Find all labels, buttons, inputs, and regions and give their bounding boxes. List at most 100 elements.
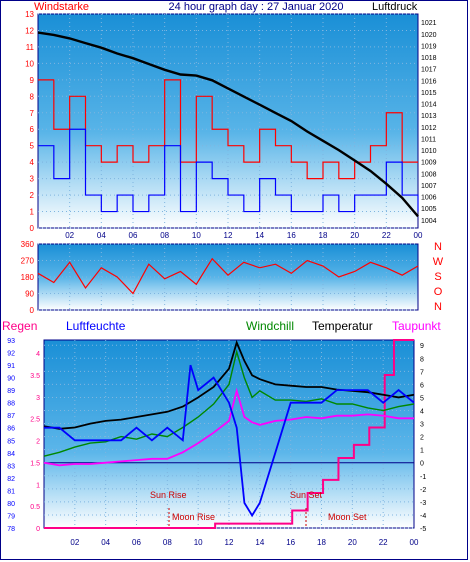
time-tick-label: 06: [132, 538, 141, 547]
wind-tick-label: 6: [30, 125, 35, 134]
wind-tick-label: 8: [30, 92, 35, 101]
humidity-tick-label: 92: [7, 351, 15, 358]
humidity-tick-label: 86: [7, 426, 15, 433]
temperature-tick-label: 1: [420, 448, 424, 455]
pressure-tick-label: 1006: [421, 195, 437, 202]
pressure-tick-label: 1016: [421, 78, 437, 85]
wind-axis-title: Windstarke: [34, 1, 89, 13]
humidity-tick-label: 78: [7, 526, 15, 533]
time-tick-label: 22: [382, 231, 391, 240]
pressure-tick-label: 1009: [421, 160, 437, 167]
wind-tick-label: 5: [30, 142, 35, 151]
rain-tick-label: 0: [36, 526, 40, 533]
pressure-tick-label: 1010: [421, 148, 437, 155]
temperature-tick-label: -5: [420, 526, 426, 533]
time-tick-label: 10: [194, 538, 203, 547]
pressure-tick-label: 1018: [421, 55, 437, 62]
humidity-tick-label: 87: [7, 413, 15, 420]
sun-rise-label: Sun Rise: [150, 490, 187, 500]
time-tick-label: 20: [350, 231, 359, 240]
legend-temperature: Temperatur: [312, 319, 373, 333]
pressure-tick-label: 1004: [421, 218, 437, 225]
wind-tick-label: 9: [30, 76, 35, 85]
pressure-tick-label: 1014: [421, 102, 437, 109]
compass-label: S: [434, 271, 441, 283]
time-tick-label: 18: [319, 231, 328, 240]
time-tick-label: 00: [414, 231, 423, 240]
rain-tick-label: 4: [36, 351, 40, 358]
humidity-tick-label: 84: [7, 451, 15, 458]
time-tick-label: 04: [97, 231, 106, 240]
time-tick-label: 22: [379, 538, 388, 547]
temperature-tick-label: -3: [420, 500, 426, 507]
pressure-tick-label: 1015: [421, 90, 437, 97]
time-tick-label: 16: [286, 538, 295, 547]
wind-tick-label: 1: [30, 208, 35, 217]
humidity-tick-label: 85: [7, 438, 15, 445]
compass-label: N: [434, 241, 442, 253]
legend-dewpoint: Taupunkt: [392, 319, 441, 333]
temperature-tick-label: -1: [420, 474, 426, 481]
humidity-tick-label: 79: [7, 513, 15, 520]
legend-rain: Regen: [2, 319, 37, 333]
pressure-tick-label: 1008: [421, 171, 437, 178]
time-tick-label: 18: [317, 538, 326, 547]
wind-tick-label: 12: [25, 26, 34, 35]
wind-tick-label: 13: [25, 10, 34, 19]
time-tick-label: 14: [255, 231, 264, 240]
wind-gust-series: [38, 128, 419, 213]
legend-humidity: Luftfeuchte: [66, 319, 126, 333]
pressure-tick-label: 1012: [421, 125, 437, 132]
time-tick-label: 20: [348, 538, 357, 547]
direction-tick-label: 90: [25, 290, 34, 299]
sun-set-label: Sun Set: [290, 490, 323, 500]
time-tick-label: 10: [192, 231, 201, 240]
rain-tick-label: 1.5: [30, 460, 40, 467]
direction-tick-label: 270: [21, 257, 35, 266]
humidity-tick-label: 93: [7, 338, 15, 345]
compass-label: O: [434, 286, 443, 298]
time-tick-label: 16: [287, 231, 296, 240]
wind-tick-label: 2: [30, 191, 35, 200]
humidity-series: [44, 364, 415, 518]
time-tick-label: 08: [160, 231, 169, 240]
pressure-tick-label: 1020: [421, 32, 437, 39]
chart-title: 24 hour graph day : 27 Januar 2020: [169, 1, 344, 13]
pressure-tick-label: 1007: [421, 183, 437, 190]
temperature-tick-label: 7: [420, 369, 424, 376]
wind-tick-label: 10: [25, 59, 34, 68]
temperature-tick-label: 9: [420, 343, 424, 350]
time-tick-label: 02: [65, 231, 74, 240]
time-tick-label: 06: [129, 231, 138, 240]
humidity-tick-label: 81: [7, 488, 15, 495]
humidity-tick-label: 91: [7, 363, 15, 370]
wind-tick-label: 7: [30, 109, 35, 118]
humidity-tick-label: 89: [7, 388, 15, 395]
temperature-tick-label: -4: [420, 513, 426, 520]
wind-direction-series: [37, 257, 419, 295]
rain-tick-label: 0.5: [30, 504, 40, 511]
pressure-tick-label: 1017: [421, 67, 437, 74]
dewpoint-series: [43, 387, 414, 467]
time-tick-label: 14: [255, 538, 264, 547]
compass-label: W: [433, 256, 444, 268]
humidity-tick-label: 83: [7, 463, 15, 470]
temperature-tick-label: 0: [420, 461, 424, 468]
legend-windchill: Windchill: [246, 319, 294, 333]
wind-tick-label: 0: [30, 224, 35, 233]
wind-speed-series: [38, 79, 418, 180]
wind-tick-label: 4: [30, 158, 35, 167]
rain-tick-label: 2.5: [30, 417, 40, 424]
direction-tick-label: 180: [21, 273, 35, 282]
time-tick-label: 12: [225, 538, 234, 547]
rain-tick-label: 1: [36, 482, 40, 489]
wind-tick-label: 11: [26, 43, 35, 52]
time-tick-label: 02: [70, 538, 79, 547]
humidity-tick-label: 90: [7, 376, 15, 383]
humidity-tick-label: 82: [7, 476, 15, 483]
pressure-tick-label: 1011: [421, 136, 436, 143]
temperature-tick-label: 4: [420, 409, 424, 416]
pressure-tick-label: 1005: [421, 206, 437, 213]
temperature-tick-label: 6: [420, 382, 424, 389]
wind-tick-label: 3: [30, 175, 35, 184]
